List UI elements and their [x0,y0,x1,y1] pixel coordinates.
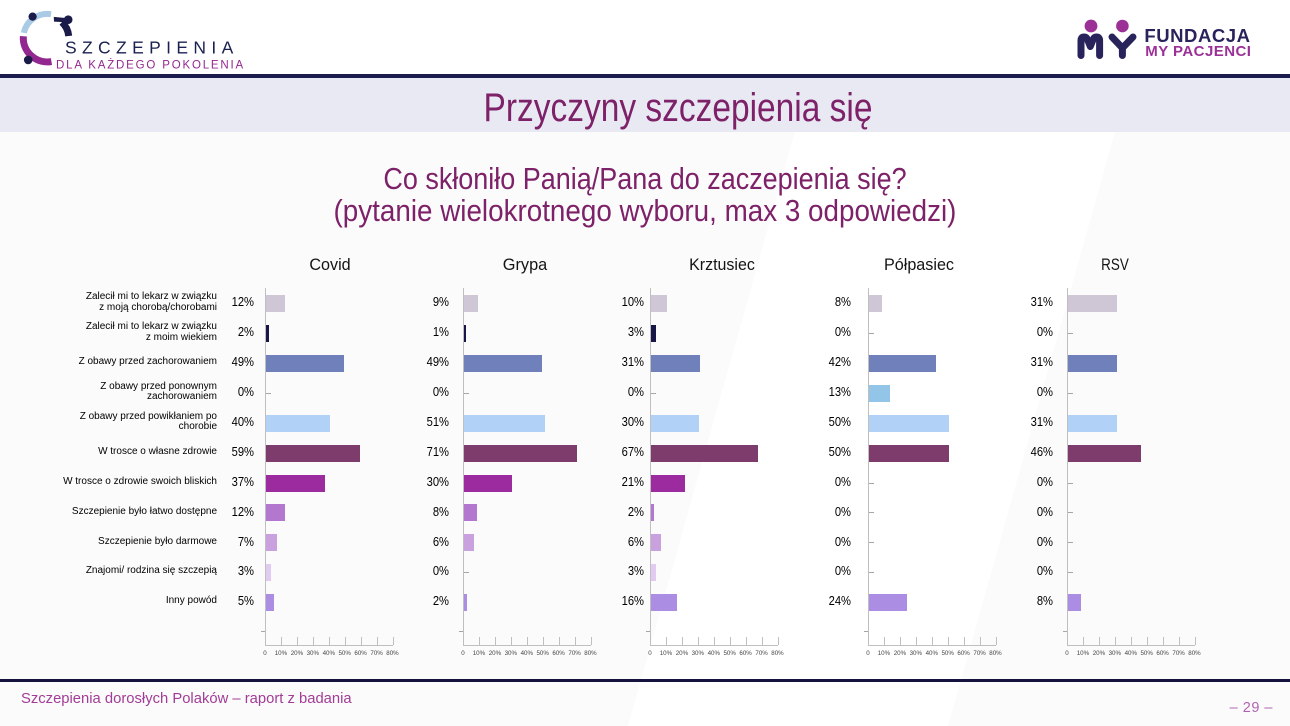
svg-text:MY PACJENCI: MY PACJENCI [1145,43,1251,60]
svg-text:DLA KAŻDEGO POKOLENIA: DLA KAŻDEGO POKOLENIA [56,59,245,72]
svg-text:FUNDACJA: FUNDACJA [1144,25,1250,46]
svg-text:SZCZEPIENIA: SZCZEPIENIA [65,38,239,58]
